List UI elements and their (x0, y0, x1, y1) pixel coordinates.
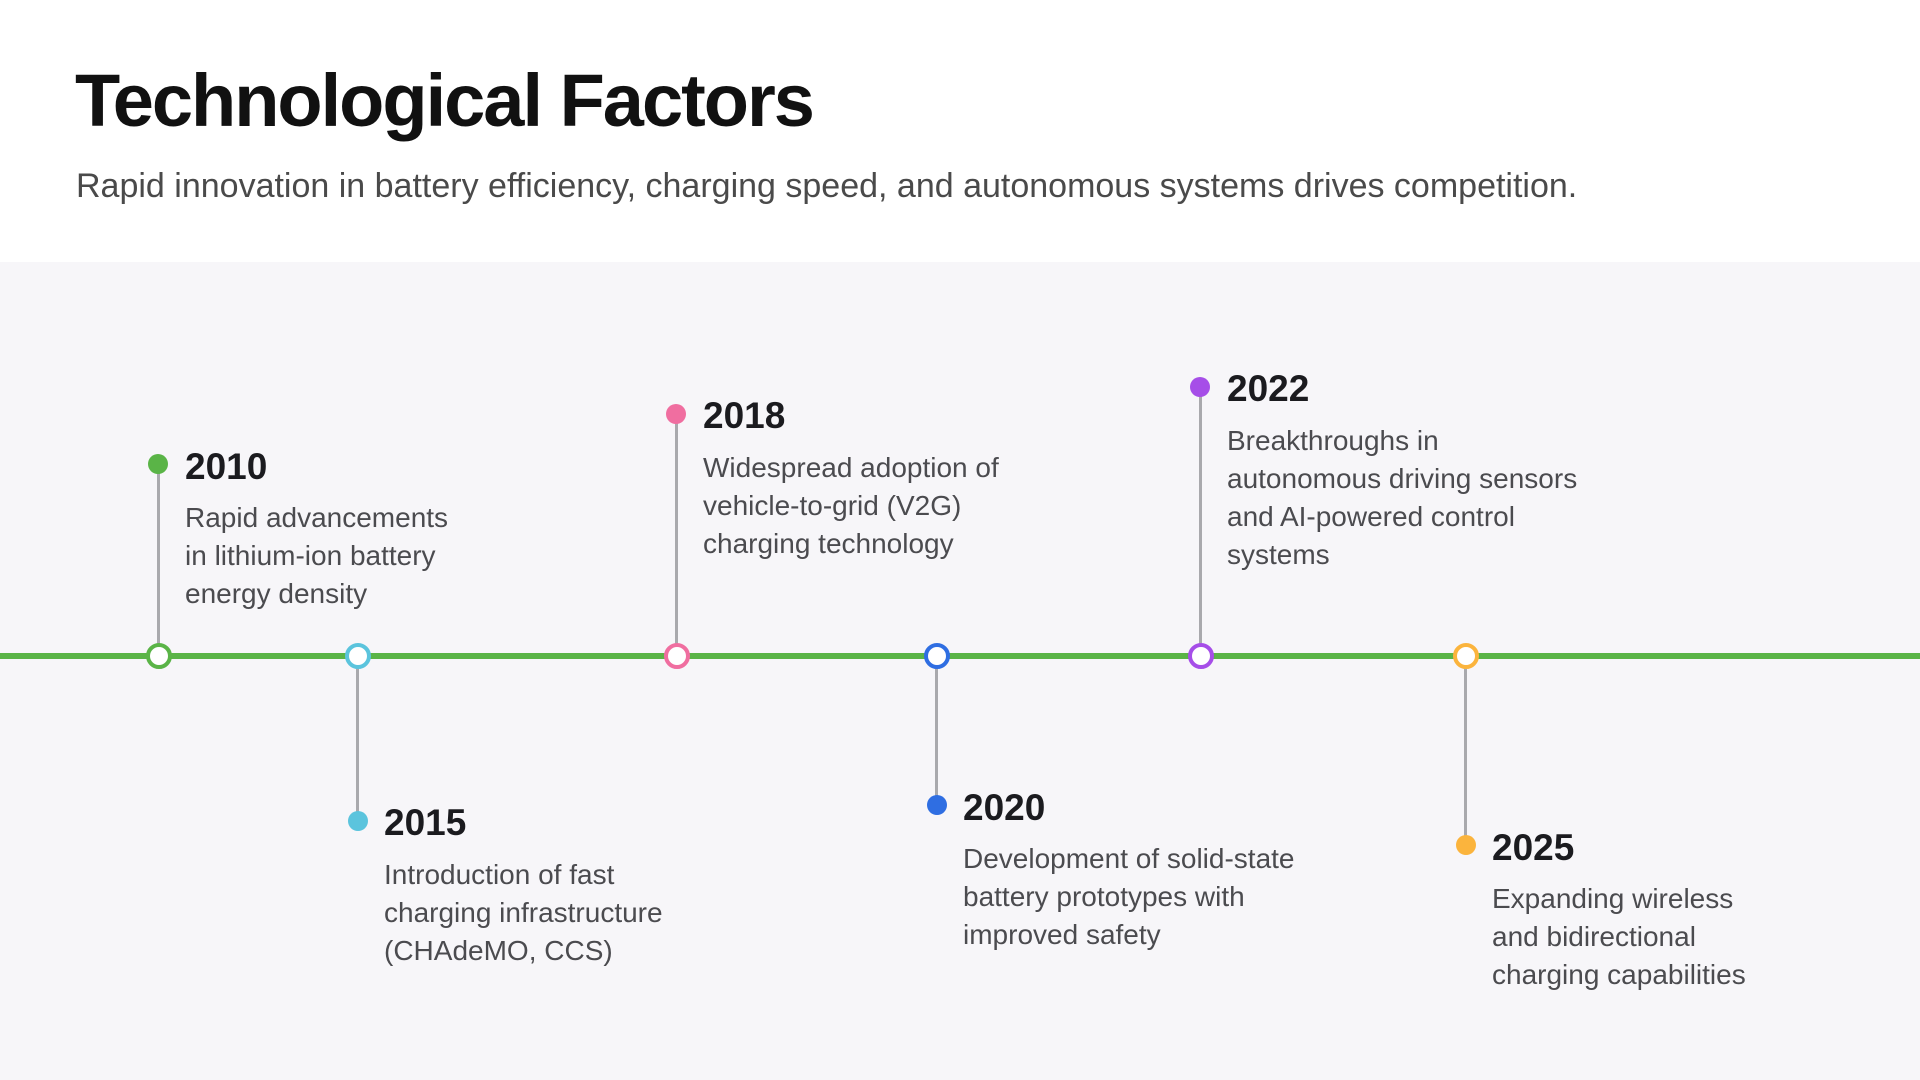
event-stem-2018 (675, 416, 678, 656)
event-dot-2025 (1456, 835, 1476, 855)
event-stem-2020 (935, 656, 938, 806)
event-stem-2022 (1199, 388, 1202, 656)
event-node-2020 (924, 643, 950, 669)
event-stem-2010 (157, 466, 160, 656)
header: Technological Factors Rapid innovation i… (0, 0, 1920, 262)
event-description-2010: Rapid advancements in lithium-ion batter… (185, 502, 449, 609)
event-year-2022: 2022 (1227, 368, 1310, 409)
event-node-2010 (146, 643, 172, 669)
event-year-2025: 2025 (1492, 827, 1575, 868)
event-description-2018: Widespread adoption of vehicle-to-grid (… (703, 452, 999, 559)
timeline-panel (0, 262, 1920, 1080)
event-dot-2010 (148, 454, 168, 474)
event-year-2018: 2018 (703, 395, 786, 436)
timeline-axis (0, 653, 1920, 659)
event-description-2020: Development of solid-state battery proto… (963, 843, 1295, 950)
event-stem-2015 (356, 656, 359, 822)
event-dot-2022 (1190, 377, 1210, 397)
event-node-2015 (345, 643, 371, 669)
event-dot-2018 (666, 404, 686, 424)
event-node-2018 (664, 643, 690, 669)
event-description-2022: Breakthroughs in autonomous driving sens… (1227, 425, 1578, 570)
event-node-2025 (1453, 643, 1479, 669)
event-stem-2025 (1464, 656, 1467, 846)
page-title: Technological Factors (75, 59, 815, 142)
event-node-2022 (1188, 643, 1214, 669)
event-dot-2015 (348, 811, 368, 831)
event-year-2015: 2015 (384, 802, 467, 843)
event-year-2020: 2020 (963, 787, 1046, 828)
event-description-2025: Expanding wireless and bidirectional cha… (1492, 883, 1746, 990)
page-subtitle: Rapid innovation in battery efficiency, … (76, 167, 1578, 205)
event-year-2010: 2010 (185, 446, 268, 487)
event-dot-2020 (927, 795, 947, 815)
event-description-2015: Introduction of fast charging infrastruc… (384, 859, 663, 966)
